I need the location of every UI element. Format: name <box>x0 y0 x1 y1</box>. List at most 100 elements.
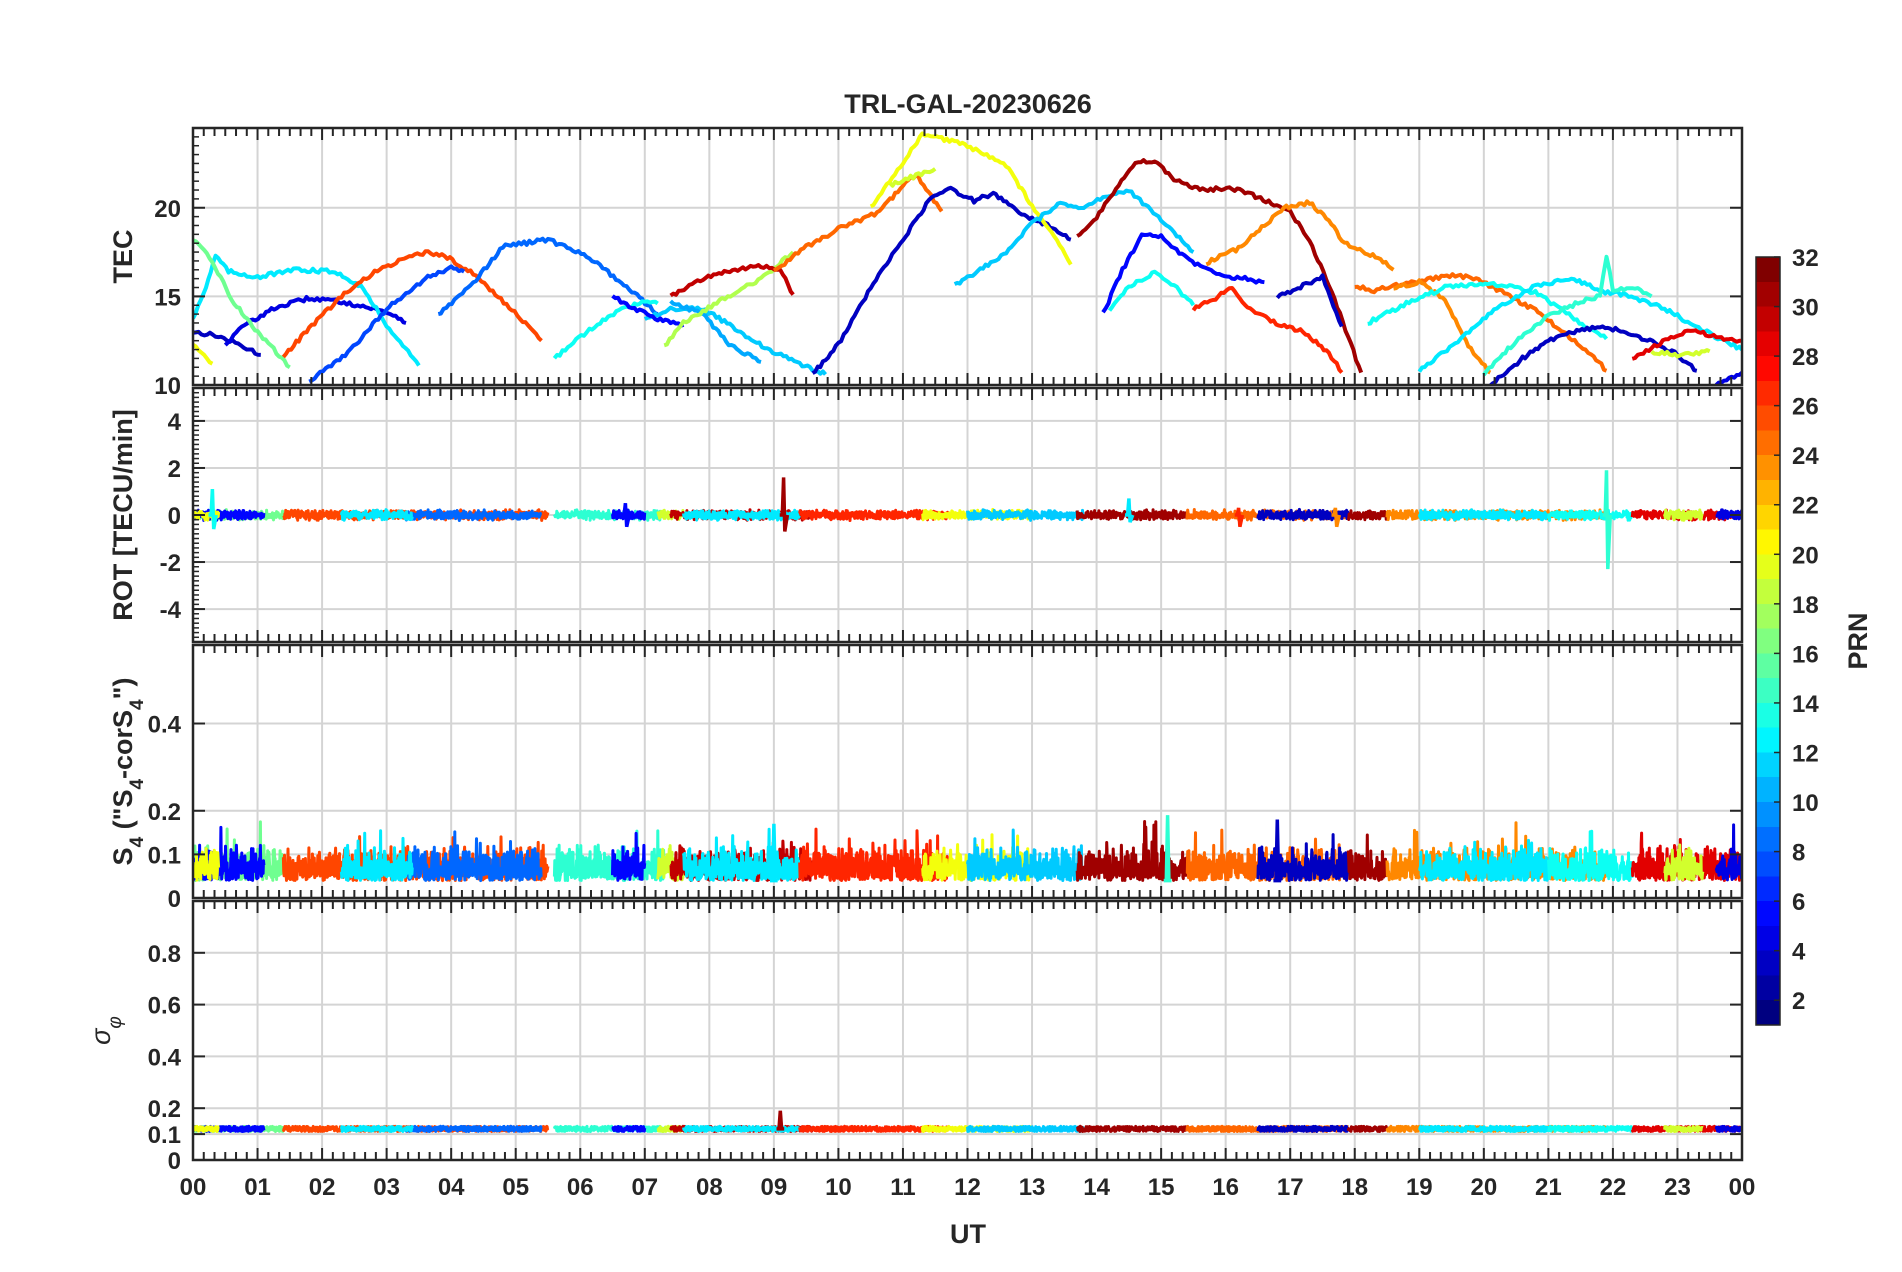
panel-tec: 10 15 20 TEC <box>108 126 1744 400</box>
tec-series-prn-8 <box>437 236 659 317</box>
tec-series-prn-20 <box>869 131 1073 266</box>
tec-series-prn-12 <box>1417 276 1742 373</box>
tec-series-prn-27 <box>1191 286 1344 374</box>
y-tick-label-sigma_phi: 0.8 <box>148 941 181 968</box>
y-tick-label-rot: -2 <box>160 550 181 577</box>
tec-series-prn-18 <box>663 250 795 348</box>
tec-series-prn-19 <box>888 167 937 188</box>
colorbar-tick-label: 20 <box>1792 542 1819 569</box>
sigma_phi-series-prn-5 <box>611 1124 647 1133</box>
s4-series-prn-3 <box>1256 833 1350 882</box>
tec-series-prn-5 <box>611 294 685 328</box>
sigma_phi-series-prn-13 <box>1547 1124 1634 1133</box>
tec-series-prn-11 <box>643 305 828 376</box>
x-axis-label: UT <box>950 1219 986 1249</box>
s4-spike-prn-14 <box>1163 815 1172 883</box>
x-tick-label: 19 <box>1406 1174 1433 1201</box>
tec-series-prn-13 <box>552 299 659 360</box>
rot-spike-prn-13 <box>208 489 218 530</box>
sigma_phi-series-prn-14 <box>552 1124 666 1133</box>
colorbar-tick-label: 2 <box>1792 988 1805 1015</box>
panel-s4: 0 0.1 0.2 0.4S4 ("S4-corS4") <box>108 643 1744 913</box>
colorbar-tick-label: 26 <box>1792 394 1819 421</box>
s4-series-prn-14 <box>552 829 666 882</box>
tec-series-prn-25 <box>772 173 944 273</box>
plot-area-rot <box>193 470 1742 570</box>
x-tick-label: 01 <box>244 1174 271 1201</box>
sigma_phi-series-prn-3 <box>1256 1124 1350 1133</box>
x-tick-label: 11 <box>890 1174 915 1201</box>
rot-series-prn-8 <box>404 508 543 522</box>
rot-series-prn-31 <box>1346 509 1389 522</box>
rot-series-prn-31 <box>1075 508 1189 522</box>
s4-series-prn-20 <box>193 847 221 882</box>
x-tick-label: 16 <box>1212 1174 1239 1201</box>
rot-spike-prn-12 <box>1125 498 1135 523</box>
s4-series-prn-4 <box>1714 823 1742 882</box>
x-tick-label: 00 <box>1729 1174 1756 1201</box>
colorbar-tick-label: 10 <box>1792 790 1819 817</box>
rot-spike-prn-27 <box>1234 507 1245 528</box>
s4-series-prn-8 <box>404 830 543 883</box>
tec-series-prn-7 <box>308 264 466 384</box>
tec-series-prn-19 <box>1650 348 1711 359</box>
y-tick-label-tec: 20 <box>154 196 181 223</box>
sigma_phi-series-prn-31 <box>1346 1124 1389 1133</box>
colorbar-tick-label: 6 <box>1792 889 1805 916</box>
s4-spike-prn-12 <box>770 823 778 883</box>
s4-spike-prn-3 <box>1273 819 1282 883</box>
y-tick-label-s4: 0.1 <box>148 842 181 869</box>
s4-series-prn-31 <box>1346 833 1388 882</box>
sigma_phi-series-prn-4 <box>1714 1124 1742 1133</box>
y-axis-label-s4: S4 ("S4-corS4") <box>108 678 148 866</box>
rot-spike-prn-24 <box>1331 507 1342 528</box>
s4-series-prn-5 <box>611 831 647 882</box>
sigma_phi-spike-prn-31 <box>776 1110 785 1131</box>
y-tick-label-rot: 0 <box>168 503 181 530</box>
plot-area-tec <box>193 131 1742 385</box>
x-tick-label: 04 <box>438 1174 465 1201</box>
rot-series-prn-11 <box>966 508 1085 522</box>
rot-series-prn-12 <box>339 508 414 522</box>
tec-series-prn-24 <box>1393 278 1492 375</box>
colorbar-tick-label: 12 <box>1792 740 1819 767</box>
rot-series-prn-13 <box>1546 508 1634 522</box>
x-tick-label: 02 <box>309 1174 336 1201</box>
colorbar-scale <box>1755 256 1781 1026</box>
y-tick-label-s4: 0 <box>168 886 181 913</box>
sigma_phi-series-prn-31 <box>1076 1124 1189 1133</box>
y-tick-label-sigma_phi: 0 <box>168 1148 181 1175</box>
s4-series-prn-12 <box>1417 838 1550 882</box>
x-tick-label: 06 <box>567 1174 594 1201</box>
y-tick-label-s4: 0.2 <box>148 799 181 826</box>
colorbar-tick-label: 16 <box>1792 641 1819 668</box>
colorbar-tick-label: 30 <box>1792 295 1819 322</box>
y-tick-label-tec: 10 <box>154 373 181 400</box>
x-tick-label: 12 <box>954 1174 981 1201</box>
tec-series-prn-29 <box>1631 328 1742 361</box>
panel-rot: -4 -2 0 2 4 ROT [TECU/min] <box>108 386 1744 644</box>
colorbar-tick-label: 22 <box>1792 493 1819 520</box>
sigma_phi-series-prn-19 <box>1663 1124 1704 1133</box>
tec-series-prn-13 <box>1107 269 1196 312</box>
sigma_phi-series-prn-8 <box>404 1124 543 1133</box>
y-axis-label-tec: TEC <box>108 230 138 284</box>
tec-series-prn-30 <box>669 263 795 298</box>
sigma_phi-series-prn-11 <box>966 1124 1085 1133</box>
sigma_phi-series-prn-12 <box>1418 1124 1550 1133</box>
tec-series-prn-11 <box>953 188 1195 286</box>
sigma_phi-series-prn-12 <box>339 1124 414 1133</box>
s4-series-prn-19 <box>1663 843 1705 882</box>
y-axis-label-rot: ROT [TECU/min] <box>108 409 138 620</box>
colorbar-tick-label: 8 <box>1792 840 1805 867</box>
tec-series-prn-3 <box>193 329 261 357</box>
y-axis-label-sigma_phi: σφ <box>86 1016 126 1045</box>
x-tick-label: 08 <box>696 1174 723 1201</box>
s4-series-prn-12 <box>682 827 801 882</box>
tec-series-prn-3 <box>811 185 1072 375</box>
tec-series-prn-5 <box>1101 232 1265 314</box>
tec-series-prn-3 <box>1275 273 1344 328</box>
y-tick-label-s4: 0.4 <box>148 712 182 739</box>
